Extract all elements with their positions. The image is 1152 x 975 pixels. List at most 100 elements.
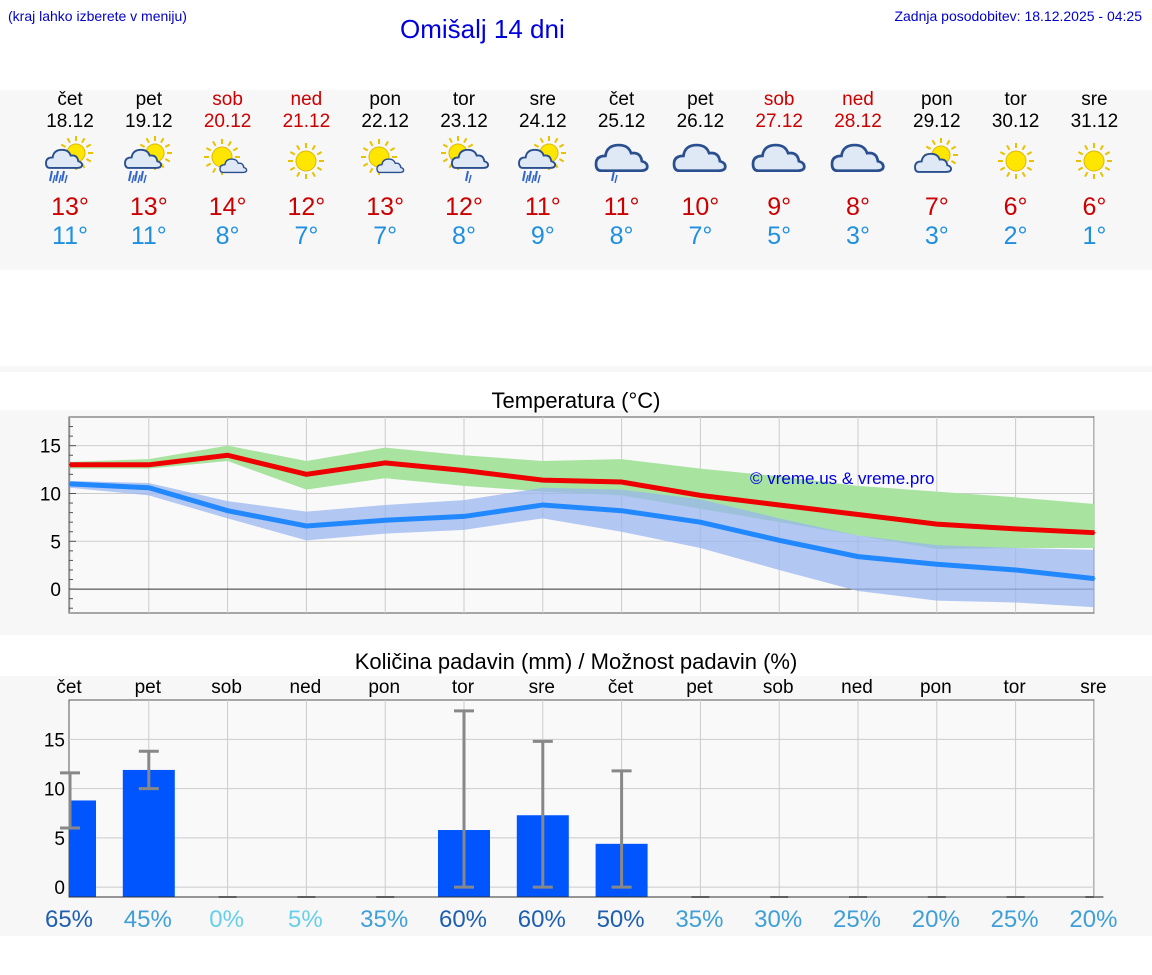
x-day-label: ned bbox=[290, 677, 322, 698]
temp-max: 6° bbox=[1003, 193, 1028, 221]
day-date: 29.12 bbox=[913, 111, 961, 132]
precip-probability: 60% bbox=[518, 906, 566, 933]
day-name: pet bbox=[135, 89, 162, 110]
temperature-chart-title: Temperatura (°C) bbox=[491, 388, 661, 413]
max-temp-point bbox=[699, 494, 702, 497]
sun-cloud-rain-icon bbox=[503, 133, 583, 193]
max-temp-point bbox=[541, 479, 544, 482]
sun-small-cloud-icon bbox=[345, 133, 425, 193]
max-temp-point bbox=[1093, 531, 1096, 534]
day-column: čet 18.12 13° 11° bbox=[30, 89, 110, 251]
min-temp-point bbox=[1093, 577, 1096, 580]
day-column: sre 24.12 11° 9° bbox=[503, 89, 583, 251]
y-tick-label: 10 bbox=[40, 484, 61, 505]
precip-probability: 45% bbox=[124, 906, 172, 933]
precip-probability: 0% bbox=[209, 906, 244, 933]
day-column: sre 31.12 6° 1° bbox=[1054, 89, 1134, 251]
min-temp-point bbox=[384, 519, 387, 522]
sun-cloud-rain-icon bbox=[109, 133, 189, 193]
min-temp-point bbox=[857, 555, 859, 558]
x-day-label: tor bbox=[1004, 677, 1027, 698]
day-column: tor 23.12 12° 8° bbox=[424, 89, 504, 251]
temperature-chart: 15 10 5 0 © vreme.us & vreme.pro bbox=[40, 416, 1096, 614]
day-date: 25.12 bbox=[597, 111, 646, 132]
temp-min: 8° bbox=[609, 222, 634, 250]
max-temp-point bbox=[69, 463, 71, 466]
x-day-label: pet bbox=[686, 677, 713, 698]
day-name: sob bbox=[763, 89, 795, 110]
precip-probability: 65% bbox=[45, 906, 93, 933]
x-day-label: čet bbox=[608, 677, 634, 698]
cloud-icon bbox=[818, 133, 898, 193]
day-name: pon bbox=[920, 89, 953, 110]
day-date: 27.12 bbox=[755, 111, 803, 132]
x-day-label: pon bbox=[368, 677, 400, 698]
y-tick-label: 15 bbox=[40, 437, 61, 458]
min-temp-point bbox=[1014, 568, 1017, 571]
x-day-label: sob bbox=[211, 677, 242, 698]
min-temp-point bbox=[226, 509, 229, 512]
y-tick-label: 15 bbox=[44, 730, 65, 751]
day-column: ned 28.12 8° 3° bbox=[818, 89, 898, 251]
y-tick-label: 10 bbox=[44, 780, 65, 801]
max-temp-point bbox=[147, 463, 150, 466]
temp-min: 8° bbox=[215, 222, 240, 250]
max-temp-point bbox=[1014, 527, 1017, 530]
sun-cloud-drizzle-icon bbox=[424, 133, 504, 193]
temp-min: 7° bbox=[373, 222, 398, 250]
max-temp-point bbox=[463, 469, 465, 472]
max-temp-point bbox=[305, 473, 308, 476]
min-temp-point bbox=[69, 482, 71, 485]
x-day-label: pet bbox=[135, 677, 162, 698]
y-tick-label: 0 bbox=[54, 878, 65, 899]
day-name: sre bbox=[1081, 89, 1108, 110]
temp-min: 5° bbox=[767, 222, 792, 250]
day-column: sob 27.12 9° 5° bbox=[739, 89, 819, 251]
temp-min: 7° bbox=[688, 222, 713, 250]
min-temp-point bbox=[147, 486, 150, 489]
day-column: pet 19.12 13° 11° bbox=[109, 89, 189, 251]
cloud-drizzle-icon bbox=[582, 133, 662, 193]
day-column: tor 30.12 6° 2° bbox=[976, 89, 1056, 251]
separator-band bbox=[0, 366, 1152, 372]
temp-max: 12° bbox=[445, 193, 483, 221]
max-temp-point bbox=[778, 503, 781, 506]
precip-probability: 60% bbox=[439, 906, 487, 933]
min-temp-point bbox=[541, 503, 544, 506]
min-temp-point bbox=[620, 509, 623, 512]
min-temp-point bbox=[699, 521, 702, 524]
temp-min: 9° bbox=[530, 222, 555, 250]
max-temp-point bbox=[857, 513, 859, 516]
precip-probability: 50% bbox=[597, 906, 645, 933]
min-temp-line bbox=[69, 481, 1095, 582]
temp-max: 7° bbox=[924, 193, 949, 221]
precip-bar bbox=[69, 800, 96, 897]
temp-min: 11° bbox=[52, 222, 88, 250]
temp-min: 2° bbox=[1003, 222, 1028, 250]
precip-probability: 35% bbox=[675, 906, 723, 933]
cloud-icon bbox=[739, 133, 819, 193]
temp-min: 8° bbox=[452, 222, 476, 250]
copyright-text: © vreme.us & vreme.pro bbox=[750, 469, 934, 488]
min-temp-point bbox=[935, 563, 938, 566]
max-temp-point bbox=[226, 454, 229, 457]
temp-max: 12° bbox=[287, 193, 326, 221]
temp-min: 1° bbox=[1082, 222, 1107, 250]
temp-max: 11° bbox=[603, 193, 640, 221]
precip-chart: čet pet sob ned pon tor sre čet pet sob ned pon tor s… bbox=[44, 677, 1118, 933]
y-tick-label: 5 bbox=[54, 829, 65, 850]
temp-max: 13° bbox=[129, 193, 168, 221]
day-date: 20.12 bbox=[203, 111, 252, 132]
y-tick-label: 5 bbox=[50, 532, 61, 553]
day-date: 19.12 bbox=[125, 111, 173, 132]
precip-probability: 25% bbox=[833, 906, 881, 933]
forecast-band bbox=[0, 90, 1152, 270]
day-column: čet 25.12 11° 8° bbox=[582, 89, 662, 251]
x-day-label: tor bbox=[452, 677, 475, 698]
sun-cloud-rain-icon bbox=[30, 133, 110, 193]
max-temp-point bbox=[935, 523, 938, 526]
day-column: ned 21.12 12° 7° bbox=[266, 89, 346, 251]
temp-max: 6° bbox=[1082, 193, 1107, 221]
cloud-icon bbox=[660, 133, 740, 193]
x-day-label: sre bbox=[1080, 677, 1106, 698]
